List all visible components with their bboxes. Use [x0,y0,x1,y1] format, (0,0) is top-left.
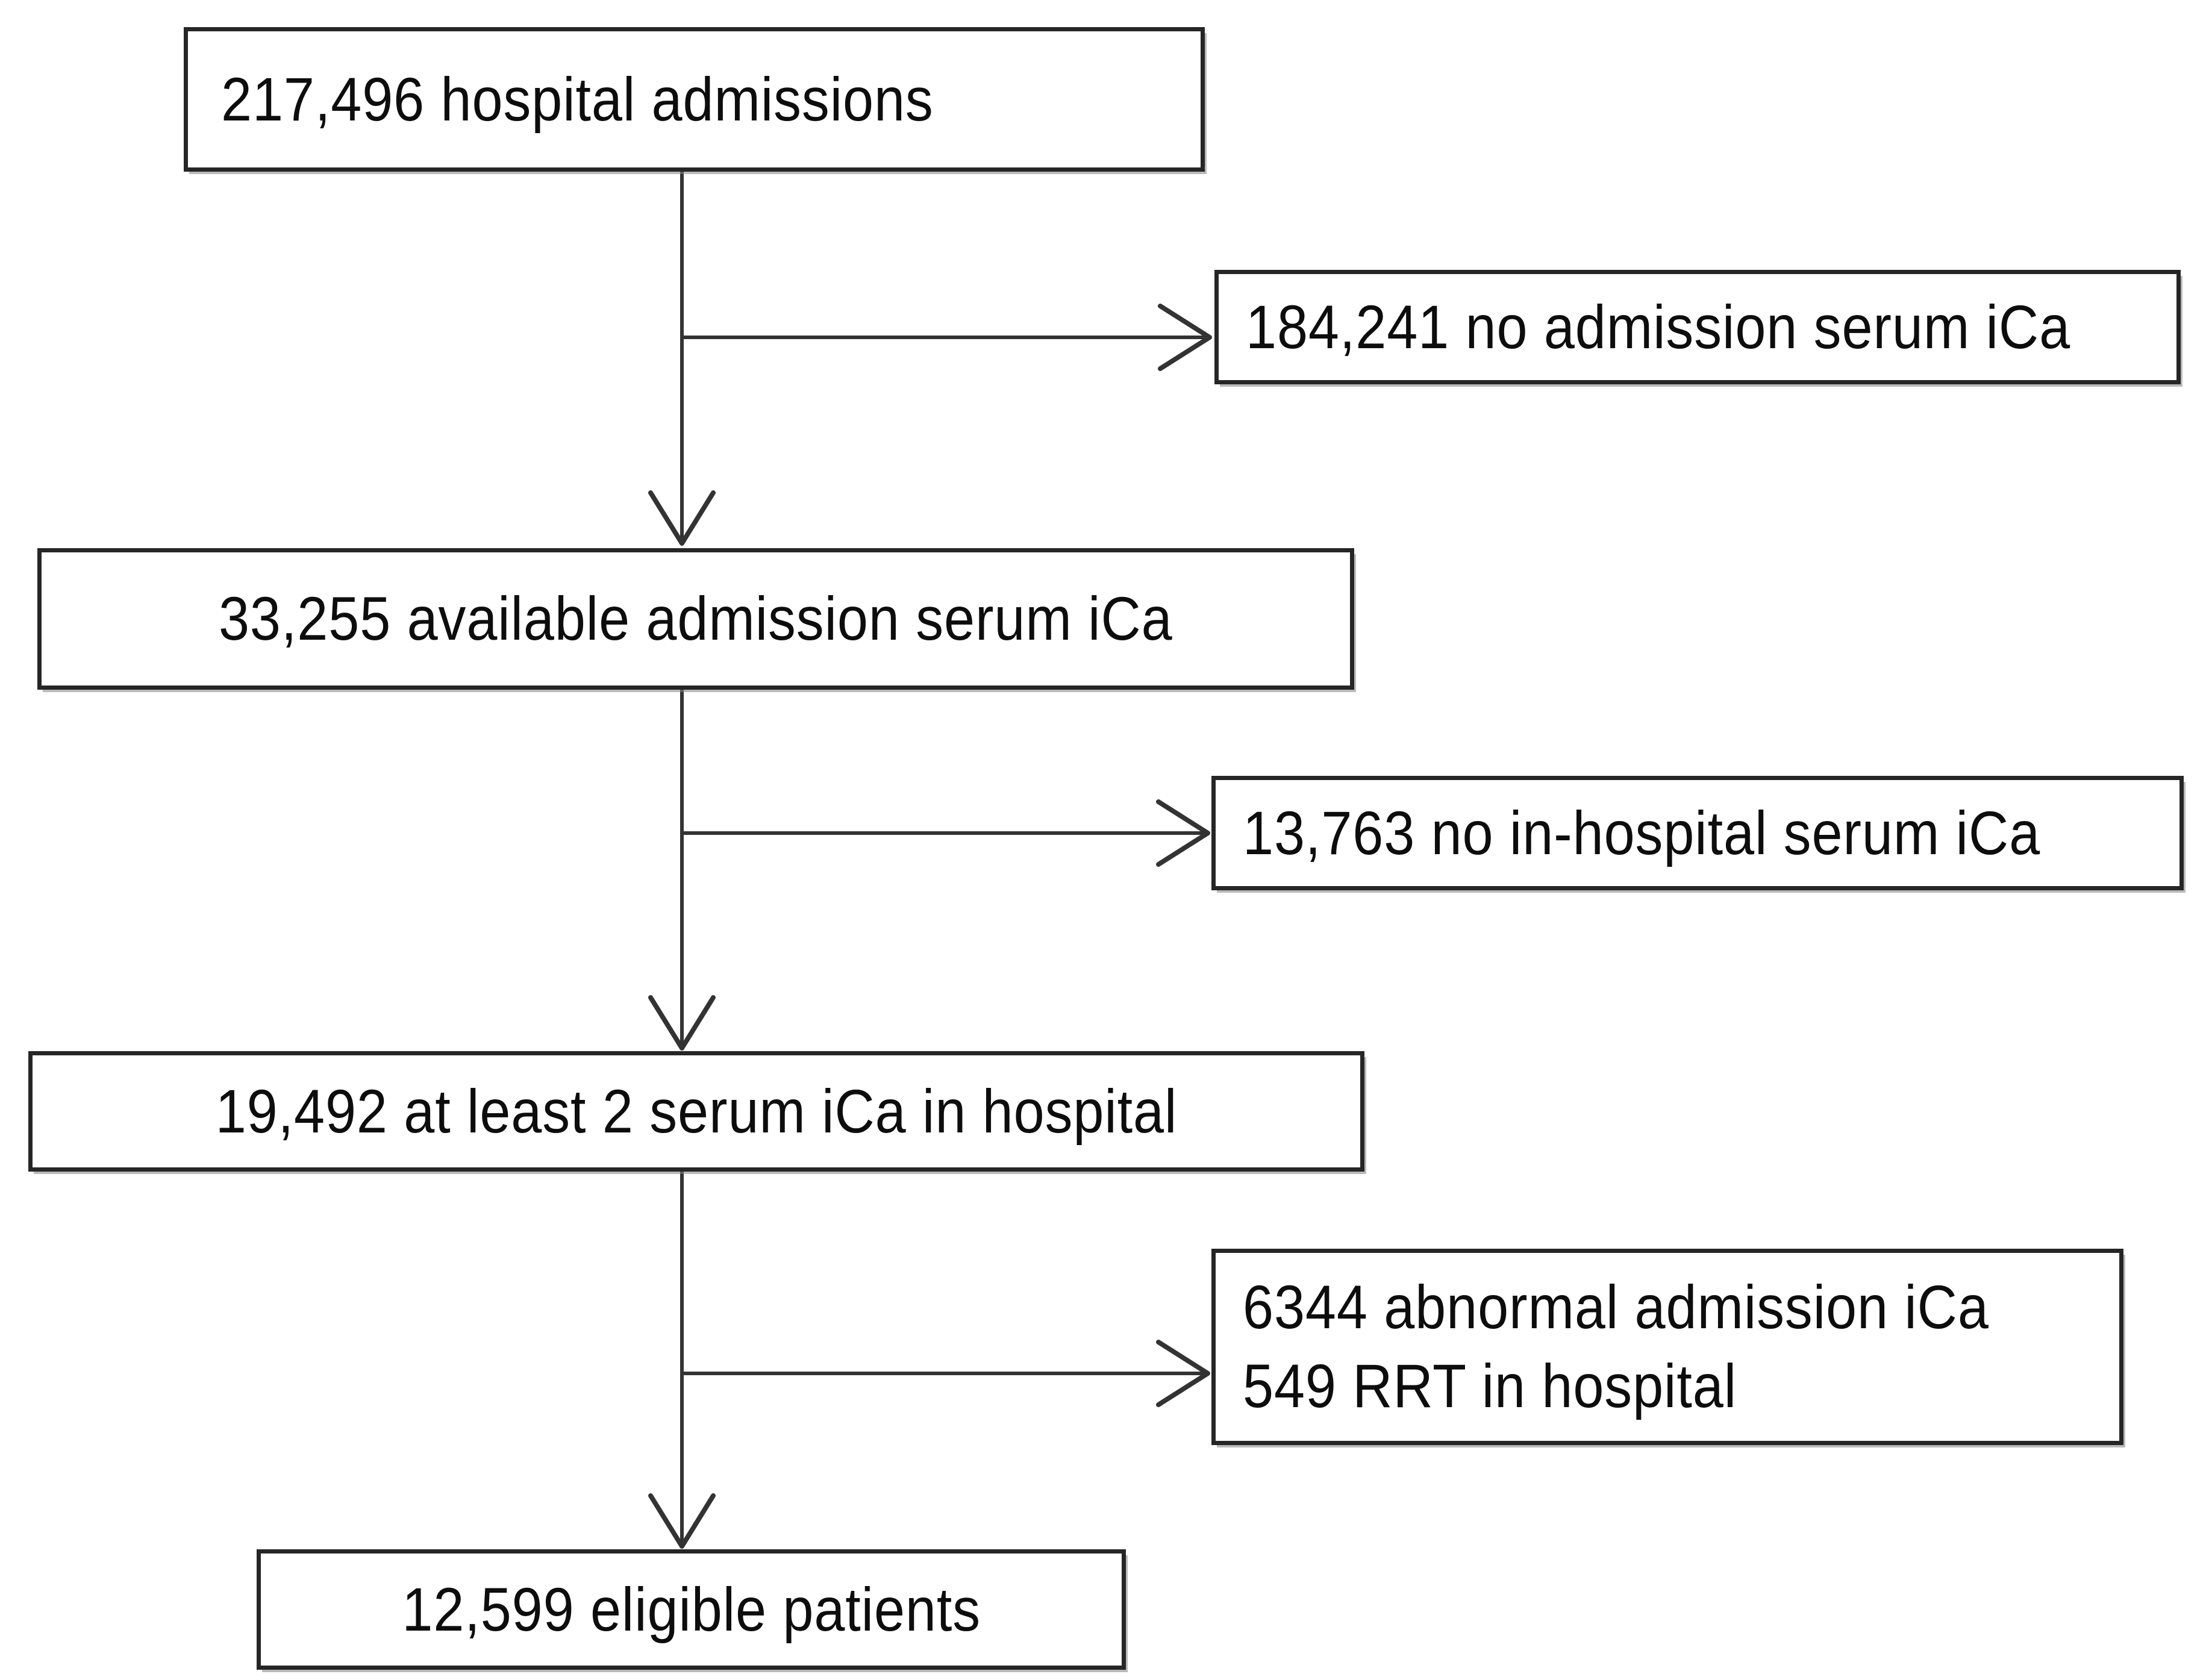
flow-box-hospital-admissions: 217,496 hospital admissions [184,27,1205,172]
arrow-admissions-to-available [648,172,716,546]
flow-box-no-inhospital-serum-ica: 13,763 no in-hospital serum iCa [1211,776,2184,890]
arrow-to-excluded [682,1340,1210,1407]
flow-box-excluded-line2: 549 RRT in hospital [1243,1352,1737,1420]
arrow-to-no-admission-ica [682,304,1212,371]
flow-box-eligible-patients: 12,599 eligible patients [257,1549,1126,1670]
flow-box-available-admission-serum-ica: 33,255 available admission serum iCa [37,548,1354,690]
flow-box-no-inhospital-serum-ica-label: 13,763 no in-hospital serum iCa [1243,798,2041,867]
flow-box-hospital-admissions-label: 217,496 hospital admissions [221,64,934,134]
flow-box-excluded-abnormal-ica-rrt: 6344 abnormal admission iCa 549 RRT in h… [1211,1249,2123,1445]
flow-box-no-admission-serum-ica: 184,241 no admission serum iCa [1214,270,2181,384]
flow-box-available-admission-serum-ica-label: 33,255 available admission serum iCa [219,584,1173,654]
flow-box-excluded-lines: 6344 abnormal admission iCa 549 RRT in h… [1243,1268,1989,1425]
flow-box-no-admission-serum-ica-label: 184,241 no admission serum iCa [1246,292,2071,361]
flow-box-excluded-line1: 6344 abnormal admission iCa [1243,1273,1989,1342]
flow-box-at-least-2-serum-ica-label: 19,492 at least 2 serum iCa in hospital [215,1076,1178,1146]
arrow-two-ica-to-eligible [648,1172,716,1549]
flow-box-eligible-patients-label: 12,599 eligible patients [402,1575,981,1644]
arrow-available-to-two-ica [648,690,716,1051]
flow-box-at-least-2-serum-ica: 19,492 at least 2 serum iCa in hospital [28,1051,1364,1172]
arrow-to-no-inhospital-ica [682,799,1210,867]
